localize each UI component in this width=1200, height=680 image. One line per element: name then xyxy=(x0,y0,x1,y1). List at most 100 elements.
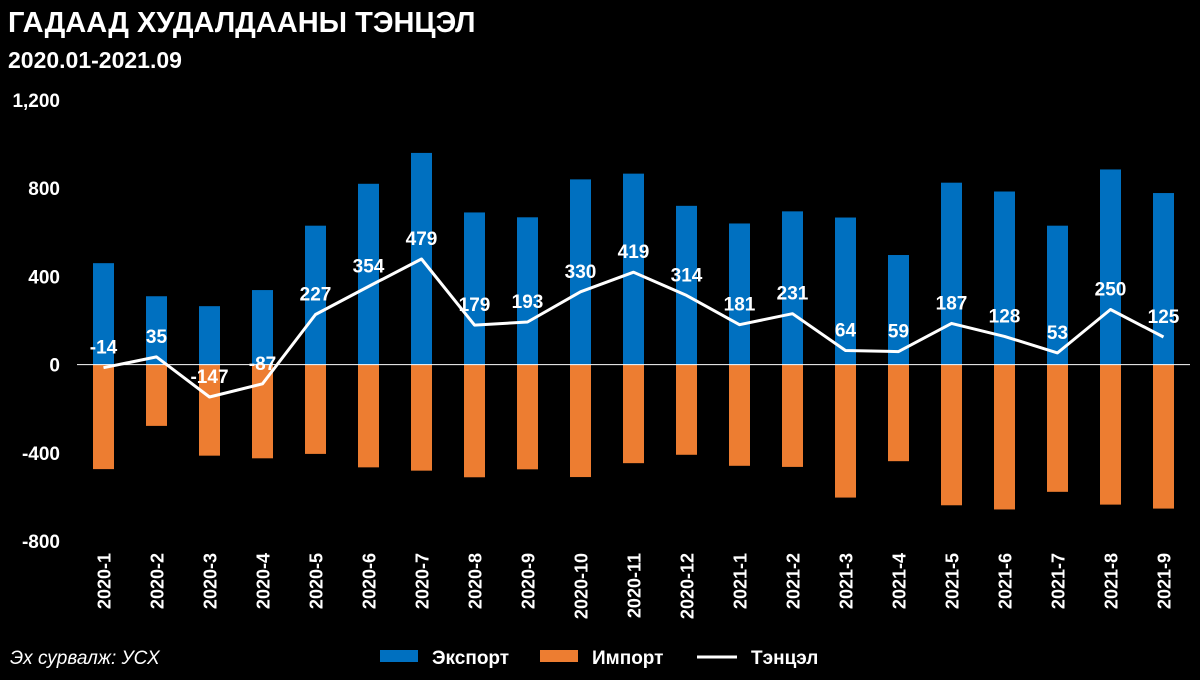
import-bar xyxy=(676,364,697,455)
balance-data-label: 314 xyxy=(671,265,703,286)
balance-data-label: -147 xyxy=(190,367,228,388)
x-tick-label: 2020-9 xyxy=(519,553,539,609)
export-bar xyxy=(729,223,750,365)
balance-data-label: -14 xyxy=(90,338,118,359)
balance-data-label: 35 xyxy=(146,327,168,348)
export-bar xyxy=(358,183,379,365)
x-tick-label: 2020-5 xyxy=(307,553,327,609)
import-bar xyxy=(782,364,803,467)
x-tick-label: 2021-8 xyxy=(1102,553,1122,609)
balance-data-label: 125 xyxy=(1148,307,1180,328)
source-note: Эх сурвалж: УСХ xyxy=(10,648,161,669)
legend: Экспорт Импорт Тэнцэл xyxy=(380,648,818,669)
balance-data-label: 227 xyxy=(300,285,332,306)
balance-data-label: 64 xyxy=(835,320,857,341)
import-bar xyxy=(729,364,750,466)
y-axis: 1,200 800 400 0 -400 -800 xyxy=(12,91,60,553)
export-bar xyxy=(941,182,962,365)
export-bar xyxy=(464,212,485,365)
export-bar xyxy=(623,173,644,365)
import-bar xyxy=(994,364,1015,510)
x-axis: 2020-1 2020-2 2020-3 2020-4 2020-5 2020-6 2020… xyxy=(95,553,1175,619)
import-bar xyxy=(941,364,962,506)
export-bar xyxy=(835,217,856,365)
export-bar xyxy=(146,296,167,365)
y-tick-label: 800 xyxy=(28,179,60,200)
export-bar xyxy=(1047,225,1068,365)
export-bars xyxy=(93,152,1174,365)
legend-label-export: Экспорт xyxy=(432,648,509,669)
x-tick-label: 2021-4 xyxy=(890,553,910,609)
balance-data-label: 53 xyxy=(1047,323,1068,344)
x-tick-label: 2021-2 xyxy=(784,553,804,609)
import-bar xyxy=(888,364,909,462)
export-bar xyxy=(305,225,326,365)
balance-data-label: 187 xyxy=(936,293,968,314)
balance-data-label: 179 xyxy=(459,295,491,316)
legend-swatch-export xyxy=(380,650,418,662)
export-bar xyxy=(517,217,538,365)
export-bar xyxy=(1153,193,1174,365)
import-bar xyxy=(1153,364,1174,509)
balance-data-label: 419 xyxy=(618,242,650,263)
y-tick-label: -400 xyxy=(22,444,60,465)
import-bar xyxy=(570,364,591,478)
import-bar xyxy=(411,364,432,471)
import-bar xyxy=(517,364,538,470)
export-bar xyxy=(782,211,803,365)
chart-title: ГАДААД ХУДАЛДААНЫ ТЭНЦЭЛ xyxy=(8,7,475,39)
import-bar xyxy=(835,364,856,498)
y-tick-label: 0 xyxy=(49,356,60,377)
import-bar xyxy=(199,364,220,456)
export-bar xyxy=(252,290,273,365)
x-tick-label: 2020-3 xyxy=(201,553,221,609)
balance-data-label: 250 xyxy=(1095,279,1127,300)
x-tick-label: 2021-9 xyxy=(1155,553,1175,609)
x-tick-label: 2021-5 xyxy=(943,553,963,609)
import-bar xyxy=(1047,364,1068,492)
import-bar xyxy=(252,364,273,459)
x-tick-label: 2020-7 xyxy=(413,553,433,609)
export-bar xyxy=(199,306,220,365)
x-tick-label: 2020-8 xyxy=(466,553,486,609)
legend-swatch-import xyxy=(540,650,578,662)
balance-data-labels: -14 35 -147 -87 227 354 479 179 193 330 419 314 181 2… xyxy=(90,229,1180,388)
import-bar xyxy=(305,364,326,454)
x-tick-label: 2020-11 xyxy=(625,553,645,618)
import-bar xyxy=(146,364,167,426)
x-tick-label: 2021-3 xyxy=(837,553,857,609)
import-bar xyxy=(623,364,644,464)
x-tick-label: 2020-12 xyxy=(678,553,698,619)
balance-data-label: 59 xyxy=(888,322,909,343)
y-tick-label: -800 xyxy=(22,532,60,553)
x-tick-label: 2020-2 xyxy=(148,553,168,609)
balance-data-label: -87 xyxy=(249,354,276,375)
y-tick-label: 1,200 xyxy=(12,91,60,112)
balance-data-label: 193 xyxy=(512,292,544,313)
x-tick-label: 2020-6 xyxy=(360,553,380,609)
chart-subtitle: 2020.01-2021.09 xyxy=(8,47,182,73)
y-tick-label: 400 xyxy=(28,267,60,288)
x-tick-label: 2021-7 xyxy=(1049,553,1069,609)
import-bar xyxy=(464,364,485,478)
export-bar xyxy=(1100,169,1121,365)
import-bar xyxy=(358,364,379,468)
balance-data-label: 231 xyxy=(777,284,809,305)
balance-data-label: 128 xyxy=(989,306,1021,327)
legend-label-balance: Тэнцэл xyxy=(751,648,818,669)
export-bar xyxy=(570,179,591,365)
x-tick-label: 2020-4 xyxy=(254,553,274,609)
x-tick-label: 2020-10 xyxy=(572,553,592,619)
balance-line xyxy=(103,257,1165,399)
balance-data-label: 354 xyxy=(353,257,385,278)
x-tick-label: 2021-1 xyxy=(731,553,751,609)
export-bar xyxy=(994,191,1015,365)
export-bar xyxy=(676,205,697,365)
import-bars xyxy=(93,364,1174,510)
x-tick-label: 2021-6 xyxy=(996,553,1016,609)
legend-label-import: Импорт xyxy=(592,648,663,669)
balance-data-label: 181 xyxy=(724,295,756,316)
export-bar xyxy=(93,263,114,365)
